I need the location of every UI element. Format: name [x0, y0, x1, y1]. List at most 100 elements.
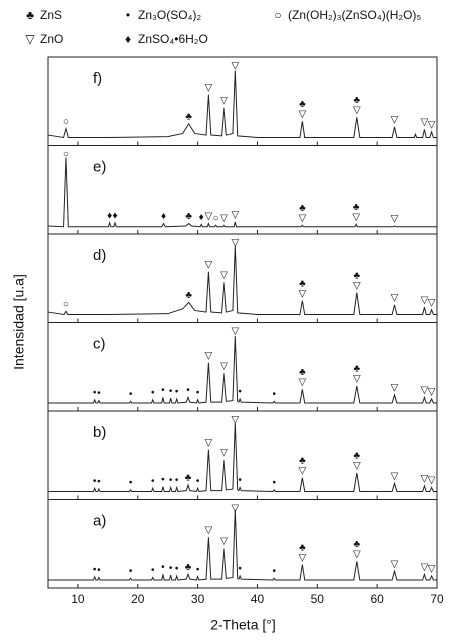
phase-marker: • [161, 562, 165, 573]
phase-marker: ▽ [353, 374, 361, 385]
phase-marker: • [129, 478, 133, 489]
phase-marker: ♣ [299, 278, 306, 289]
phase-marker: ▽ [391, 115, 399, 126]
phase-marker: ○ [63, 149, 69, 160]
panel-frame [47, 56, 438, 146]
legend-label: ZnS [40, 8, 62, 22]
phase-marker: ▽ [205, 437, 213, 448]
phase-marker: • [238, 475, 242, 486]
phase-marker: ▽ [391, 214, 399, 225]
phase-marker: ▽ [391, 383, 399, 394]
phase-marker: ▽ [391, 292, 399, 303]
phase-marker: • [196, 387, 200, 398]
phase-marker: ♣ [354, 364, 361, 375]
phase-marker: ▽ [298, 109, 306, 120]
phase-marker: ▽ [428, 297, 436, 308]
phase-marker: ♣ [299, 367, 306, 378]
phase-marker: ♦ [161, 211, 166, 222]
phase-marker: • [161, 474, 165, 485]
phase-marker: • [151, 476, 155, 487]
phase-marker: • [97, 388, 101, 399]
panel-label: e) [93, 158, 106, 175]
phase-marker: ▽ [205, 525, 213, 536]
panel-frame [47, 233, 438, 323]
xrd-pattern [48, 336, 437, 404]
phase-marker: • [93, 476, 97, 487]
phase-marker: ▽ [428, 119, 436, 130]
phase-marker: ▽ [298, 288, 306, 299]
phase-marker: • [93, 387, 97, 398]
legend-label: ZnSO₄•6H₂O [138, 32, 208, 46]
phase-marker: ▽ [421, 385, 429, 396]
xrd-pattern [47, 246, 437, 316]
phase-marker: ▽ [353, 549, 361, 560]
phase-marker: • [238, 564, 242, 575]
phase-marker: • [129, 566, 133, 577]
phase-marker: • [151, 387, 155, 398]
phase-marker: ▽ [231, 238, 239, 249]
xrd-pattern [48, 423, 437, 493]
phase-marker: ▽ [421, 295, 429, 306]
phase-marker: • [175, 387, 179, 398]
phase-marker: • [272, 478, 276, 489]
phase-marker: ♣ [353, 202, 360, 213]
legend-symbol: ▽ [25, 32, 35, 46]
phase-marker: ▽ [428, 475, 436, 486]
phase-marker: • [97, 565, 101, 576]
phase-marker: ▽ [298, 552, 306, 563]
x-tick-label: 50 [311, 592, 325, 606]
phase-marker: ▽ [421, 562, 429, 573]
phase-marker: ▽ [231, 210, 239, 221]
phase-marker: • [161, 385, 165, 396]
phase-marker: ♦ [199, 212, 204, 223]
phase-marker: ♣ [299, 542, 306, 553]
panel-label: b) [93, 424, 106, 441]
panel-frame [47, 499, 438, 589]
phase-marker: • [238, 387, 242, 398]
panel-frame [47, 322, 438, 412]
x-tick-label: 10 [71, 592, 85, 606]
panel-label: f) [93, 70, 102, 87]
legend-label: (Zn(OH₂)₃(ZnSO₄)(H₂O)₅ [288, 8, 421, 22]
x-tick-label: 20 [131, 592, 145, 606]
phase-marker: ♣ [299, 455, 306, 466]
phase-marker: ▽ [298, 377, 306, 388]
phase-marker: ▽ [391, 471, 399, 482]
phase-marker: • [186, 385, 190, 396]
phase-marker: ▽ [391, 559, 399, 570]
phase-marker: ♣ [185, 111, 192, 122]
phase-marker: ♣ [185, 290, 192, 301]
phase-marker: ▽ [220, 448, 228, 459]
phase-marker: ▽ [220, 213, 228, 224]
panel-frame [47, 410, 438, 500]
phase-marker: ▽ [231, 61, 239, 72]
phase-marker: ♣ [354, 539, 361, 550]
legend-symbol: ○ [274, 8, 281, 22]
phase-marker: ○ [63, 299, 69, 310]
phase-marker: ▽ [220, 270, 228, 281]
xrd-pattern [47, 157, 437, 228]
phase-marker: ▽ [231, 326, 239, 337]
phase-marker: ♦ [112, 210, 117, 221]
x-axis-label: 2-Theta [°] [210, 617, 276, 633]
phase-marker: • [151, 565, 155, 576]
phase-marker: ▽ [220, 361, 228, 372]
y-axis-label: Intensidad [u.a] [11, 274, 27, 370]
phase-marker: ♣ [185, 473, 192, 484]
phase-marker: ♦ [107, 210, 112, 221]
legend-symbol: ♣ [26, 8, 34, 22]
phase-marker: ▽ [298, 465, 306, 476]
panel-label: a) [93, 512, 106, 529]
xrd-pattern [47, 70, 437, 139]
x-tick-label: 70 [430, 592, 444, 606]
phase-marker: ▽ [220, 95, 228, 106]
phase-marker: • [272, 566, 276, 577]
phase-marker: ♣ [185, 562, 192, 573]
phase-marker: ▽ [353, 461, 361, 472]
phase-marker: ○ [213, 213, 219, 224]
panel-label: d) [93, 247, 106, 264]
phase-marker: ♣ [299, 203, 306, 214]
legend-label: ZnO [40, 32, 63, 46]
